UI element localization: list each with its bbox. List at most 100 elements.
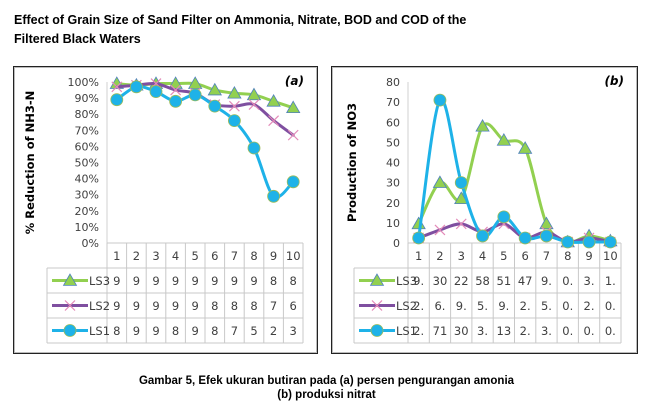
data-point-ls1 bbox=[227, 114, 241, 128]
data-point-ls2 bbox=[268, 115, 280, 127]
table-cell-value: 7 bbox=[270, 299, 277, 313]
series-ls1 bbox=[412, 93, 617, 249]
legend-label-ls1: LS1 bbox=[89, 324, 110, 338]
table-cell-value: 2. bbox=[584, 299, 595, 313]
x-category-label: 10 bbox=[286, 249, 301, 263]
table-cell-value: 8 bbox=[211, 324, 218, 338]
table-cell-value: 2. bbox=[520, 299, 531, 313]
x-category-label: 7 bbox=[543, 249, 550, 263]
y-tick-label: 80% bbox=[75, 108, 99, 121]
table-cell-value: 9 bbox=[133, 274, 140, 288]
legend-key-ls1-marker bbox=[63, 324, 77, 337]
table-cell-value: 8 bbox=[172, 324, 179, 338]
table-cell-value: 0. bbox=[562, 299, 573, 313]
figure-caption: Gambar 5, Efek ukuran butiran pada (a) p… bbox=[0, 374, 653, 402]
table-cell-value: 0. bbox=[562, 274, 573, 288]
table-row-ls3: LS3 9 9 9 9 9 9 9 9 8 8 bbox=[52, 273, 297, 288]
table-cell-value: 8 bbox=[231, 299, 238, 313]
chart-panel-a: (a) % Reduction of NH3-N 0% 10% 20% 30% 40% 50%… bbox=[13, 66, 318, 354]
table-cell-value: 3. bbox=[584, 274, 595, 288]
data-point-ls3 bbox=[227, 85, 242, 99]
data-point-ls1 bbox=[267, 189, 281, 203]
data-point-ls2 bbox=[434, 224, 446, 236]
y-tick-label: 70 bbox=[386, 96, 400, 109]
y-tick-label: 60 bbox=[386, 116, 400, 129]
data-point-ls3 bbox=[246, 87, 262, 101]
y-tick-label: 70% bbox=[75, 124, 99, 137]
x-category-label: 1 bbox=[113, 249, 120, 263]
legend-label-ls3: LS3 bbox=[396, 274, 417, 288]
data-point-ls1 bbox=[149, 85, 163, 99]
y-tick-label: 80 bbox=[386, 76, 400, 89]
legend-label-ls2: LS2 bbox=[396, 299, 417, 313]
table-cell-value: 9 bbox=[152, 299, 159, 313]
figure-title-line-1: Effect of Grain Size of Sand Filter on A… bbox=[14, 13, 467, 27]
table-cell-value: 8 bbox=[113, 324, 120, 338]
data-point-ls2-stroke-2 bbox=[111, 81, 123, 93]
y-tick-label: 100% bbox=[68, 76, 99, 89]
data-point-ls2-stroke-2 bbox=[170, 84, 182, 96]
data-point-ls2 bbox=[455, 218, 467, 230]
data-point-ls1 bbox=[433, 93, 447, 107]
table-cell-value: 30 bbox=[433, 274, 448, 288]
data-point-ls1 bbox=[286, 175, 300, 189]
data-point-ls2-stroke-2 bbox=[455, 218, 467, 230]
chart-panel-b: (b) Production of NO3 0 10 20 30 40 50 60 70 80 1 2 3… bbox=[331, 66, 638, 354]
data-point-ls1 bbox=[561, 235, 575, 249]
data-point-ls2 bbox=[228, 100, 240, 112]
table-cell-value: 9 bbox=[192, 324, 199, 338]
data-point-ls2-stroke-2 bbox=[434, 224, 446, 236]
data-point-ls2-stroke-2 bbox=[248, 99, 260, 110]
series-line-ls2 bbox=[417, 222, 612, 244]
x-category-label: 4 bbox=[172, 249, 179, 263]
table-cell-value: 0. bbox=[562, 324, 573, 338]
caption-line-2: (b) produksi nitrat bbox=[277, 389, 376, 401]
data-point-ls1 bbox=[454, 176, 468, 190]
legend-label-ls2: LS2 bbox=[89, 299, 110, 313]
table-cell-value: 2 bbox=[270, 324, 277, 338]
table-cell-value: 9. bbox=[541, 274, 552, 288]
table-cell-value: 9 bbox=[133, 299, 140, 313]
caption-line-1: Gambar 5, Efek ukuran butiran pada (a) p… bbox=[138, 375, 515, 387]
chart-b-svg: (b) Production of NO3 0 10 20 30 40 50 60 70 80 1 2 3… bbox=[345, 74, 624, 344]
data-point-ls3 bbox=[432, 175, 448, 188]
y-tick-label: 0% bbox=[82, 237, 99, 250]
table-cell-value: 7 bbox=[231, 324, 238, 338]
table-cell-value: 51 bbox=[497, 274, 512, 288]
data-point-ls3 bbox=[168, 76, 183, 89]
data-point-ls1 bbox=[412, 231, 426, 245]
data-point-ls2 bbox=[248, 99, 260, 110]
y-tick-label: 10 bbox=[386, 217, 400, 230]
y-tick-label: 30% bbox=[75, 189, 99, 202]
x-category-label: 7 bbox=[231, 249, 238, 263]
table-cell-value: 8 bbox=[270, 274, 277, 288]
table-cell-value: 5. bbox=[477, 299, 488, 313]
table-cell-value: 5 bbox=[250, 324, 257, 338]
table-cell-value: 22 bbox=[454, 274, 469, 288]
y-tick-label: 60% bbox=[75, 140, 99, 153]
table-cell-value: 9. bbox=[413, 274, 424, 288]
x-category-label: 8 bbox=[564, 249, 571, 263]
data-point-ls1 bbox=[540, 229, 553, 243]
table-row-ls1: LS1 8 9 9 8 9 8 7 5 2 3 bbox=[52, 324, 297, 338]
y-tick-label: 40 bbox=[386, 157, 400, 170]
table-cell-value: 3. bbox=[477, 324, 488, 338]
y-tick-label: 20% bbox=[75, 205, 99, 218]
data-point-ls1 bbox=[582, 235, 596, 249]
x-category-label: 3 bbox=[152, 249, 159, 263]
table-cell-value: 30 bbox=[454, 324, 469, 338]
x-category-label: 9 bbox=[585, 249, 592, 263]
table-cell-value: 9 bbox=[192, 274, 199, 288]
legend-label-ls3: LS3 bbox=[89, 274, 110, 288]
table-cell-value: 9 bbox=[172, 299, 179, 313]
table-cell-value: 9 bbox=[133, 324, 140, 338]
legend-key-ls3-marker bbox=[369, 273, 385, 286]
x-category-label: 5 bbox=[500, 249, 507, 263]
x-category-label: 6 bbox=[211, 249, 218, 263]
legend-key-ls1-marker bbox=[370, 324, 384, 337]
legend-key-ls2-marker bbox=[371, 300, 383, 311]
table-cell-value: 2. bbox=[520, 324, 531, 338]
table-cell-value: 47 bbox=[518, 274, 533, 288]
